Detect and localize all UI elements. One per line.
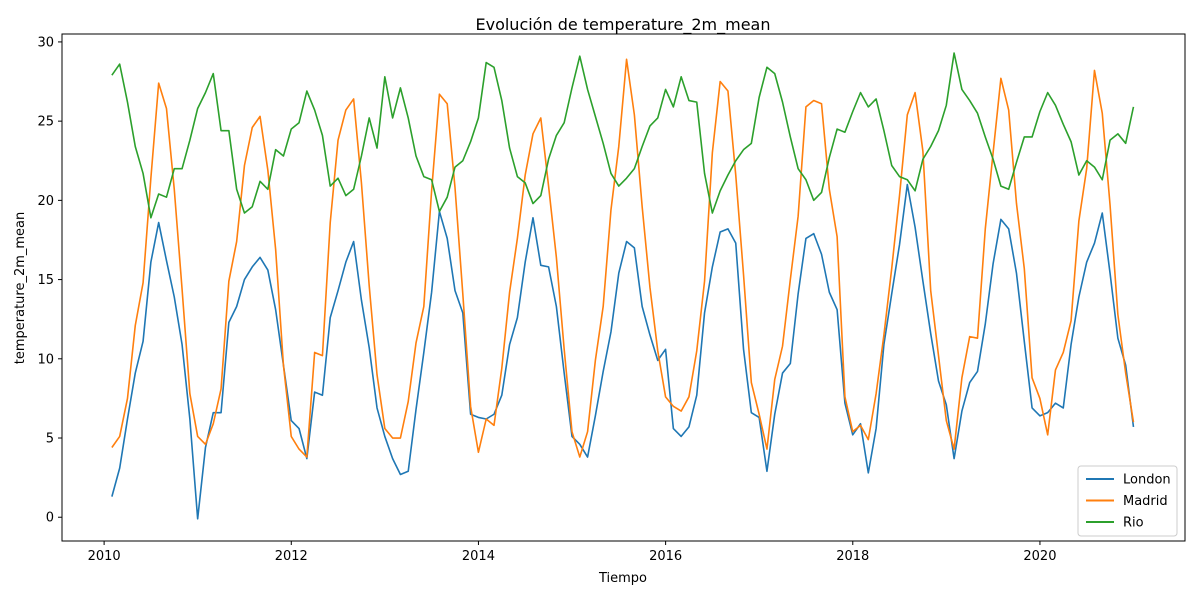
y-tick-label: 20 [37, 194, 54, 209]
y-tick-label: 25 [37, 115, 54, 130]
plot-frame [61, 33, 1186, 542]
y-tick-label: 30 [37, 35, 54, 50]
y-tick-label: 10 [37, 352, 54, 367]
x-axis: 2010 2012 2014 2016 2018 2020 [88, 541, 1056, 564]
series-line-madrid [111, 58, 1135, 458]
legend-label-rio: Rio [1123, 516, 1144, 531]
legend-box [1077, 465, 1178, 537]
y-tick-label: 5 [46, 432, 54, 447]
x-tick-label: 2018 [836, 549, 869, 564]
y-tick-label: 15 [37, 273, 54, 288]
x-tick-label: 2020 [1023, 549, 1056, 564]
series-line-london [111, 183, 1135, 520]
plot-lines [111, 52, 1135, 520]
legend-label-london: London [1123, 473, 1171, 488]
series-line-rio [111, 52, 1135, 219]
x-tick-label: 2016 [649, 549, 682, 564]
x-axis-label: Tiempo [598, 571, 647, 586]
chart-title: Evolución de temperature_2m_mean [475, 15, 770, 35]
y-axis-label: temperature_2m_mean [13, 212, 28, 365]
x-tick-label: 2010 [88, 549, 121, 564]
x-tick-label: 2012 [275, 549, 308, 564]
y-axis: 0 5 10 15 20 25 30 [37, 35, 62, 526]
legend: London Madrid Rio [1077, 465, 1178, 537]
y-tick-label: 0 [46, 511, 54, 526]
x-tick-label: 2014 [462, 549, 495, 564]
legend-label-madrid: Madrid [1123, 494, 1168, 509]
